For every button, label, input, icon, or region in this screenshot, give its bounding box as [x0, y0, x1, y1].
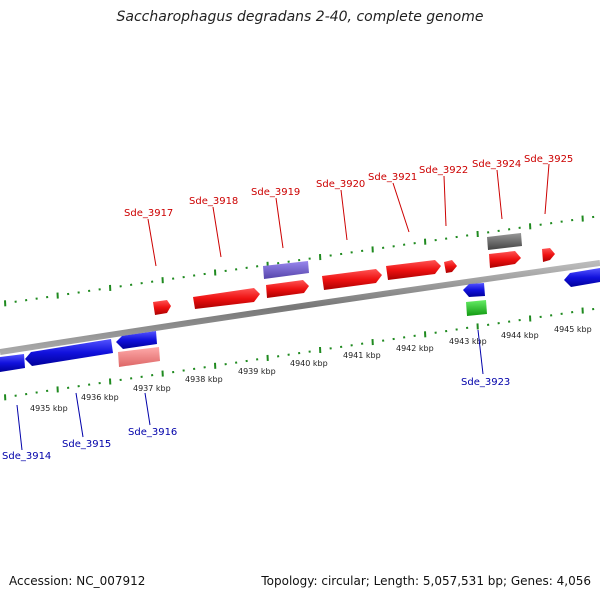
- kbp-label: 4937 kbp: [133, 384, 171, 393]
- gene-arrow-right-edge[interactable]: [564, 268, 600, 287]
- gene-arrow-sde-3919[interactable]: [266, 280, 309, 298]
- genome-backbone: [0, 260, 600, 355]
- feature-pseudo-upper[interactable]: [487, 233, 522, 250]
- gene-label-sde-3917[interactable]: Sde_3917: [124, 208, 173, 219]
- reverse-gene-labels: Sde_3914 Sde_3915 Sde_3916 Sde_3923: [2, 329, 510, 462]
- feature-rna-lower[interactable]: [118, 347, 160, 367]
- kbp-label: 4942 kbp: [396, 344, 434, 353]
- kbp-label: 4938 kbp: [185, 375, 223, 384]
- kbp-label: 4936 kbp: [81, 393, 119, 402]
- gene-label-sde-3915[interactable]: Sde_3915: [62, 439, 111, 450]
- gene-arrow-sde-3923[interactable]: [463, 283, 485, 297]
- feature-misc-lower[interactable]: [466, 300, 487, 316]
- kbp-label: 4939 kbp: [238, 367, 276, 376]
- forward-genes: [153, 233, 555, 315]
- gene-arrow-sde-3914[interactable]: [0, 354, 25, 372]
- reverse-genes: [0, 268, 600, 372]
- gene-arrow-sde-3915[interactable]: [25, 339, 113, 366]
- gene-arrow-sde-3922[interactable]: [444, 260, 457, 273]
- kbp-label: 4943 kbp: [449, 337, 487, 346]
- gene-label-sde-3924[interactable]: Sde_3924: [472, 159, 521, 170]
- gene-label-sde-3919[interactable]: Sde_3919: [251, 187, 300, 198]
- gene-arrow-sde-3921[interactable]: [386, 260, 441, 280]
- gene-arrow-sde-3924[interactable]: [489, 251, 521, 268]
- gene-arrow-sde-3920[interactable]: [322, 269, 382, 290]
- accession-text: Accession: NC_007912: [9, 574, 146, 588]
- kbp-label: 4945 kbp: [554, 325, 592, 334]
- kbp-label: 4944 kbp: [501, 331, 539, 340]
- genome-summary-text: Topology: circular; Length: 5,057,531 bp…: [261, 574, 591, 588]
- kbp-label: 4935 kbp: [30, 404, 68, 413]
- gene-arrow-sde-3916[interactable]: [116, 331, 157, 349]
- gene-label-sde-3925[interactable]: Sde_3925: [524, 154, 573, 165]
- kbp-label: 4940 kbp: [290, 359, 328, 368]
- reverse-tick-track: [4, 307, 595, 401]
- kbp-labels: 4935 kbp 4936 kbp 4937 kbp 4938 kbp 4939…: [30, 325, 592, 413]
- gene-label-sde-3921[interactable]: Sde_3921: [368, 172, 417, 183]
- genome-title: Saccharophagus degradans 2-40, complete …: [116, 9, 484, 25]
- gene-arrow-sde-3917[interactable]: [153, 300, 171, 315]
- kbp-label: 4941 kbp: [343, 351, 381, 360]
- gene-label-sde-3914[interactable]: Sde_3914: [2, 451, 51, 462]
- forward-gene-labels: Sde_3917 Sde_3918 Sde_3919 Sde_3920 Sde_…: [124, 154, 573, 267]
- forward-tick-track: [4, 215, 595, 307]
- gene-label-sde-3923[interactable]: Sde_3923: [461, 377, 510, 388]
- gene-label-sde-3922[interactable]: Sde_3922: [419, 165, 468, 176]
- gene-label-sde-3920[interactable]: Sde_3920: [316, 179, 365, 190]
- gene-label-sde-3916[interactable]: Sde_3916: [128, 427, 177, 438]
- gene-arrow-sde-3925[interactable]: [542, 248, 555, 262]
- gene-arrow-sde-3918[interactable]: [193, 288, 260, 309]
- feature-rna-upper[interactable]: [263, 261, 309, 279]
- gene-label-sde-3918[interactable]: Sde_3918: [189, 196, 238, 207]
